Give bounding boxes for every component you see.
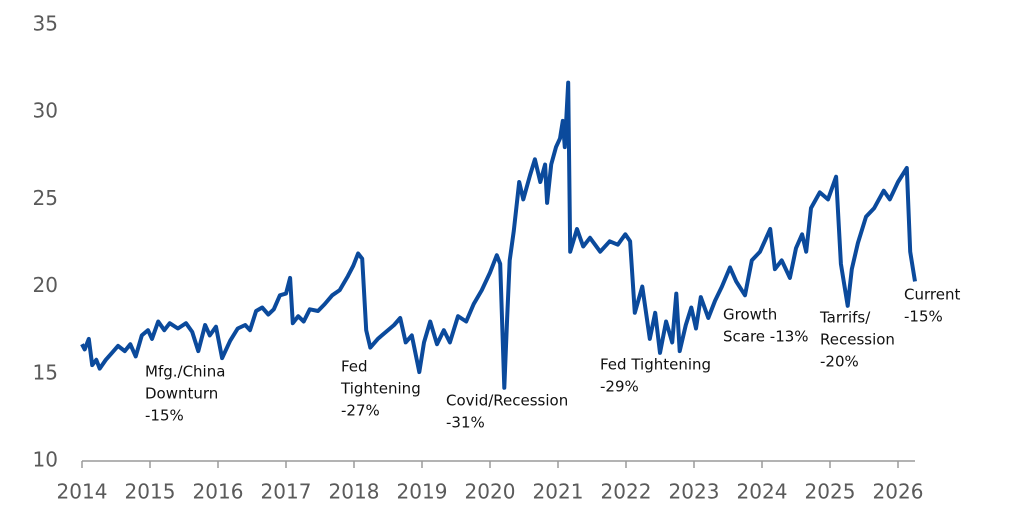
annotation: Growth: [723, 306, 777, 324]
x-tick-label: 2024: [737, 480, 788, 504]
x-tick-label: 2019: [397, 480, 448, 504]
y-tick-label: 20: [33, 273, 58, 297]
x-tick-label: 2014: [57, 480, 108, 504]
x-tick-label: 2015: [125, 480, 176, 504]
y-tick-label: 25: [33, 186, 58, 210]
annotation: Tarrifs/: [819, 309, 871, 327]
annotation: -29%: [600, 378, 639, 396]
annotation: Scare -13%: [723, 328, 809, 346]
annotation: -15%: [145, 407, 184, 425]
x-tick-label: 2022: [601, 480, 652, 504]
x-tick-label: 2018: [329, 480, 380, 504]
annotation: Covid/Recession: [446, 392, 568, 410]
annotation: -15%: [904, 308, 943, 326]
x-tick-label: 2017: [261, 480, 312, 504]
annotation: Downturn: [145, 385, 218, 403]
annotation: Tightening: [340, 380, 421, 398]
y-tick-label: 30: [33, 99, 58, 123]
y-tick-label: 15: [33, 360, 58, 384]
annotation: Recession: [820, 331, 895, 349]
y-tick-label: 10: [33, 448, 58, 472]
x-tick-label: 2016: [193, 480, 244, 504]
x-tick-label: 2025: [805, 480, 856, 504]
y-tick-label: 35: [33, 12, 58, 36]
x-tick-label: 2021: [533, 480, 584, 504]
annotation: Fed: [341, 358, 368, 376]
annotation: -20%: [820, 353, 859, 371]
annotation: -31%: [446, 414, 485, 432]
annotation: -27%: [341, 402, 380, 420]
x-tick-label: 2020: [465, 480, 516, 504]
x-tick-label: 2026: [873, 480, 924, 504]
annotation: Mfg./China: [145, 363, 225, 381]
annotation: Current: [904, 286, 960, 304]
annotation: Fed Tightening: [600, 356, 711, 374]
line-series: [80, 80, 917, 390]
x-tick-label: 2023: [669, 480, 720, 504]
